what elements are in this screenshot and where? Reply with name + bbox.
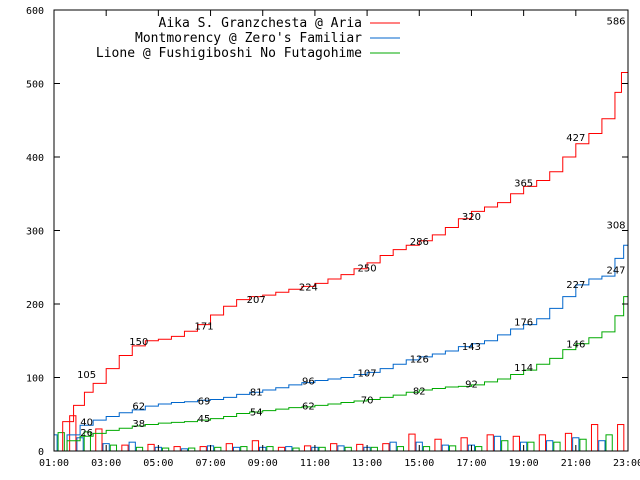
point-label: 96 xyxy=(302,376,315,387)
point-label: 286 xyxy=(410,237,429,248)
point-label: 207 xyxy=(247,295,266,306)
point-label: 114 xyxy=(514,363,533,374)
y-tick-label: 200 xyxy=(26,300,44,311)
point-label: 70 xyxy=(361,396,374,407)
point-label: 308 xyxy=(606,221,625,232)
series-line xyxy=(54,20,629,452)
point-label: 62 xyxy=(132,401,145,412)
point-label: 250 xyxy=(358,263,377,274)
x-tick-label: 01:00 xyxy=(39,458,69,469)
x-tick-label: 23:00 xyxy=(613,458,640,469)
point-label: 69 xyxy=(198,396,211,407)
point-label: 82 xyxy=(413,387,426,398)
y-tick-label: 100 xyxy=(26,374,44,385)
point-label: 54 xyxy=(250,407,263,418)
point-label: 586 xyxy=(606,16,625,27)
point-label: 62 xyxy=(302,401,315,412)
legend-label: Lione @ Fushigiboshi No Futagohime xyxy=(96,46,362,61)
point-label: 365 xyxy=(514,179,533,190)
point-label: 92 xyxy=(465,379,478,390)
point-label: 45 xyxy=(198,414,211,425)
point-label: 227 xyxy=(566,280,585,291)
x-tick-label: 15:00 xyxy=(404,458,434,469)
point-label: 107 xyxy=(358,368,377,379)
point-label: 176 xyxy=(514,318,533,329)
x-tick-label: 03:00 xyxy=(91,458,121,469)
point-label: 40 xyxy=(80,418,93,429)
point-label: 143 xyxy=(462,342,481,353)
point-label: 224 xyxy=(299,282,318,293)
x-tick-label: 17:00 xyxy=(456,458,486,469)
x-tick-label: 13:00 xyxy=(352,458,382,469)
point-label: 247 xyxy=(606,265,625,276)
y-tick-label: 0 xyxy=(38,447,44,458)
x-tick-label: 07:00 xyxy=(195,458,225,469)
point-label: 150 xyxy=(129,337,148,348)
x-tick-label: 09:00 xyxy=(248,458,278,469)
point-label: 427 xyxy=(566,133,585,144)
legend-label: Montmorency @ Zero's Familiar xyxy=(135,31,362,46)
y-tick-label: 500 xyxy=(26,80,44,91)
point-label: 126 xyxy=(410,354,429,365)
point-label: 38 xyxy=(132,419,145,430)
point-label: 171 xyxy=(194,321,213,332)
point-label: 146 xyxy=(566,340,585,351)
legend-label: Aika S. Granzchesta @ Aria xyxy=(159,16,363,31)
axis-ticks: 01:00 03:00 05:00 07:00 09:00 11:00 13:00 15:00… xyxy=(26,6,640,469)
point-labels: 105 150 171 207 224 250 286 320 365 427 586 40 62 69 8… xyxy=(77,16,625,439)
series-line xyxy=(54,258,629,452)
point-label: 26 xyxy=(80,428,93,439)
y-tick-label: 600 xyxy=(26,6,44,17)
x-tick-label: 21:00 xyxy=(561,458,591,469)
point-label: 105 xyxy=(77,370,96,381)
point-label: 320 xyxy=(462,212,481,223)
series-line xyxy=(54,224,629,452)
y-tick-label: 400 xyxy=(26,153,44,164)
point-label: 81 xyxy=(250,387,263,398)
x-tick-label: 05:00 xyxy=(143,458,173,469)
cumulative-lines xyxy=(54,20,629,452)
x-tick-label: 19:00 xyxy=(509,458,539,469)
x-tick-label: 11:00 xyxy=(300,458,330,469)
y-tick-label: 300 xyxy=(26,227,44,238)
